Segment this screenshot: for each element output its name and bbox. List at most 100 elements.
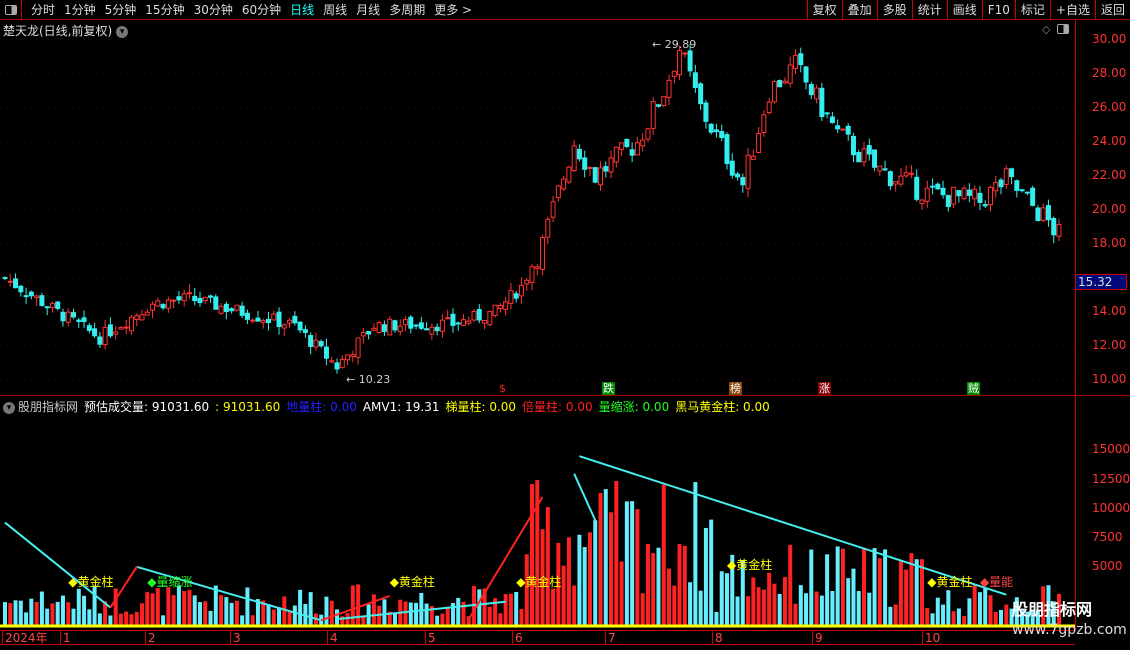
- toolbar-button-4[interactable]: 画线: [946, 0, 982, 20]
- volume-bar: [371, 594, 376, 625]
- candle-body: [223, 303, 229, 313]
- diamond-icon[interactable]: ◇: [1042, 23, 1051, 36]
- candle-body: [750, 155, 756, 160]
- volume-bar: [255, 599, 260, 625]
- toolbar-button-2[interactable]: 多股: [876, 0, 912, 20]
- signal-marker[interactable]: 涨: [818, 382, 831, 395]
- month-label: 10: [922, 631, 940, 645]
- amv-line: [136, 565, 322, 622]
- layout-toggle-button[interactable]: [0, 0, 22, 20]
- toolbar-button-1[interactable]: 叠加: [841, 0, 877, 20]
- volume-bar: [1020, 610, 1025, 625]
- chevron-down-icon[interactable]: ▾: [3, 401, 15, 414]
- volume-bar: [45, 608, 50, 625]
- candle-body: [982, 204, 988, 207]
- volume-tick: 7500: [1092, 529, 1123, 544]
- candle-body: [782, 80, 788, 84]
- candle-body: [914, 176, 920, 200]
- period-tab-9[interactable]: 多周期: [389, 3, 426, 17]
- signal-marker[interactable]: 贼: [967, 382, 980, 395]
- chevron-down-icon[interactable]: ▾: [116, 25, 129, 38]
- volume-bar: [219, 595, 224, 625]
- stock-title[interactable]: 楚天龙(日线,前复权) ▾: [3, 22, 129, 39]
- volume-bar: [76, 588, 81, 625]
- signal-marker[interactable]: $: [499, 382, 506, 395]
- volume-bar: [877, 558, 882, 625]
- volume-bar: [751, 577, 756, 625]
- candle-body: [392, 320, 398, 331]
- indicator-label: ◆黄金柱: [516, 574, 561, 589]
- candle-body: [1009, 168, 1015, 178]
- signal-marker[interactable]: 跌: [602, 382, 615, 395]
- volume-bar: [614, 480, 619, 625]
- volume-bar: [999, 609, 1004, 625]
- panel-icon[interactable]: [1057, 24, 1069, 34]
- volume-bar: [8, 603, 13, 625]
- candle-body: [587, 166, 593, 169]
- candle-body: [123, 326, 129, 329]
- volume-bar: [682, 545, 687, 625]
- period-tab-10[interactable]: 更多 >: [434, 3, 473, 17]
- candle-body: [107, 324, 113, 337]
- volume-bar: [403, 601, 408, 625]
- candle-body: [60, 311, 66, 322]
- candle-body: [229, 308, 235, 312]
- period-tab-1[interactable]: 1分钟: [64, 3, 96, 17]
- volume-bar: [50, 603, 55, 625]
- toolbar-button-6[interactable]: 标记: [1014, 0, 1050, 20]
- candle-body: [65, 311, 71, 323]
- price-tick: 28.00: [1092, 66, 1127, 80]
- period-tab-4[interactable]: 30分钟: [193, 3, 233, 17]
- volume-bar: [176, 585, 181, 625]
- volume-bar: [240, 615, 245, 625]
- period-tab-5[interactable]: 60分钟: [241, 3, 282, 17]
- volume-bar: [756, 587, 761, 625]
- volume-bar: [282, 596, 287, 625]
- candle-body: [866, 145, 872, 155]
- volume-bar: [572, 585, 577, 625]
- amv-line: [4, 521, 112, 609]
- candle-body: [961, 187, 967, 200]
- period-tab-0[interactable]: 分时: [31, 3, 56, 17]
- period-tab-7[interactable]: 周线: [323, 3, 348, 17]
- candle-body: [202, 296, 208, 302]
- candle-body: [771, 81, 777, 103]
- candle-body: [413, 324, 419, 327]
- period-tab-8[interactable]: 月线: [356, 3, 381, 17]
- indicator-name[interactable]: 股朋指标网: [18, 400, 79, 414]
- period-tab-6[interactable]: 日线: [290, 3, 315, 17]
- volume-bar: [13, 600, 18, 625]
- candle-body: [987, 186, 993, 206]
- period-tab-2[interactable]: 5分钟: [104, 3, 137, 17]
- toolbar-button-8[interactable]: 返回: [1094, 0, 1130, 20]
- signal-marker[interactable]: 榜: [729, 382, 742, 395]
- watermark-title: 股朋指标网: [1012, 600, 1093, 619]
- candle-body: [13, 278, 19, 289]
- toolbar-button-3[interactable]: 统计: [911, 0, 947, 20]
- volume-bar: [730, 554, 735, 625]
- candle-body: [903, 172, 909, 177]
- price-tick: 30.00: [1092, 32, 1127, 46]
- toolbar-button-7[interactable]: +自选: [1049, 0, 1095, 20]
- toolbar-button-0[interactable]: 复权: [806, 0, 842, 20]
- candle-body: [7, 280, 13, 283]
- indicator-label: ◆量缩涨: [147, 574, 192, 589]
- indicator-value-5: 倍量柱: 0.00: [522, 400, 593, 414]
- candle-body: [887, 171, 893, 187]
- volume-bar: [140, 603, 145, 625]
- volume-bar: [29, 598, 34, 625]
- volume-bar: [134, 611, 139, 625]
- volume-bar: [103, 601, 108, 625]
- volume-bar: [688, 582, 693, 625]
- volume-bar: [577, 534, 582, 625]
- volume-bar: [1051, 601, 1056, 625]
- candle-body: [571, 145, 577, 172]
- volume-bar: [825, 554, 830, 625]
- candle-body: [687, 50, 693, 72]
- period-tab-3[interactable]: 15分钟: [145, 3, 185, 17]
- candle-body: [576, 148, 582, 160]
- toolbar-button-5[interactable]: F10: [981, 0, 1015, 20]
- candle-body: [1056, 224, 1062, 237]
- pane-divider[interactable]: [0, 395, 1130, 396]
